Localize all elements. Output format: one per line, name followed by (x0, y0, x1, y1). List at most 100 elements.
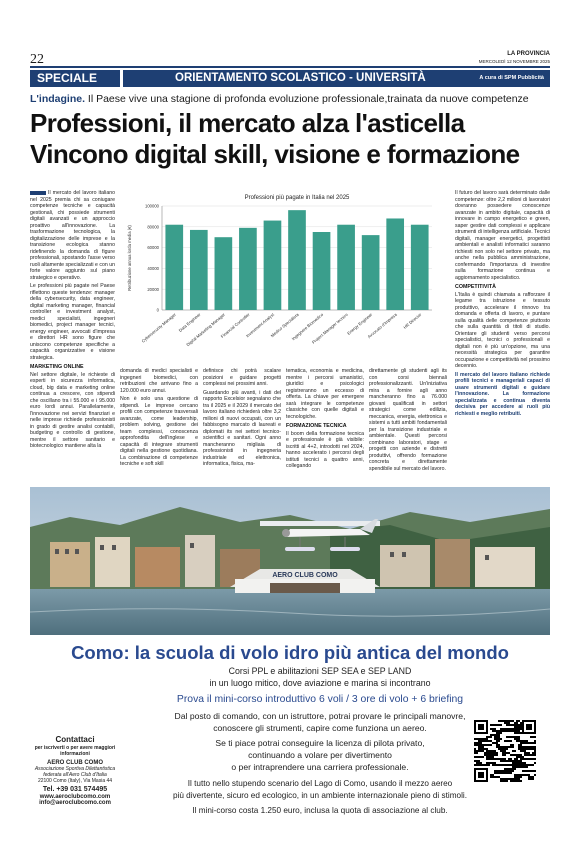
qr-module (500, 720, 502, 722)
qr-module (510, 768, 512, 770)
qr-module (514, 774, 516, 776)
qr-module (492, 762, 494, 764)
qr-module (524, 740, 526, 742)
qr-module (526, 774, 528, 776)
qr-module (508, 740, 510, 742)
qr-module (498, 734, 500, 736)
qr-module (486, 748, 488, 750)
qr-module (510, 772, 512, 774)
qr-module (520, 754, 522, 756)
qr-module (476, 752, 478, 754)
qr-module (526, 742, 528, 744)
qr-module (522, 758, 524, 760)
qr-module (496, 724, 498, 726)
qr-module (522, 756, 524, 758)
photo-illustration: AERO CLUB COMO (30, 487, 550, 635)
header-rule (30, 66, 550, 68)
qr-module (510, 770, 512, 772)
qr-module (510, 754, 512, 756)
qr-module (534, 752, 536, 754)
qr-module (504, 752, 506, 754)
qr-module (494, 762, 496, 764)
qr-module (486, 736, 488, 738)
qr-module (504, 770, 506, 772)
qr-module (494, 764, 496, 766)
qr-module (476, 750, 478, 752)
qr-module (510, 764, 512, 766)
qr-module (474, 760, 476, 762)
qr-module (520, 744, 522, 746)
qr-module (504, 728, 506, 730)
qr-module (496, 758, 498, 760)
qr-module (530, 742, 532, 744)
club-phone[interactable]: Tel. +39 031 574495 (42, 785, 108, 793)
qr-code-icon[interactable] (474, 720, 536, 782)
chart-svg: Professioni più pagate in Italia nel 202… (127, 195, 432, 347)
qr-module (516, 774, 518, 776)
qr-module (516, 732, 518, 734)
qr-module (504, 722, 506, 724)
qr-module (490, 744, 492, 746)
qr-module (510, 724, 512, 726)
qr-module (506, 748, 508, 750)
qr-module (520, 766, 522, 768)
kicker-text: Il Paese vive una stagione di profonda e… (87, 93, 529, 105)
qr-module (486, 752, 488, 754)
seaplane-icon (260, 519, 380, 551)
qr-module (524, 742, 526, 744)
qr-module (512, 768, 514, 770)
qr-module (510, 740, 512, 742)
qr-module (518, 744, 520, 746)
qr-module (518, 736, 520, 738)
article-column-3: definisce chi potrà scalare posizioni e … (203, 368, 281, 470)
qr-module (512, 744, 514, 746)
qr-module (484, 754, 486, 756)
qr-module (522, 740, 524, 742)
qr-module (474, 742, 476, 744)
qr-module (502, 760, 504, 762)
qr-module (508, 728, 510, 730)
qr-module (488, 740, 490, 742)
qr-module (528, 758, 530, 760)
qr-module (500, 770, 502, 772)
x-tick-label: Data Engineer (178, 312, 202, 333)
qr-module (532, 752, 534, 754)
qr-module (502, 772, 504, 774)
qr-module (478, 750, 480, 752)
chart-bar (189, 229, 208, 310)
qr-module (514, 738, 516, 740)
topic-label: ORIENTAMENTO SCOLASTICO - UNIVERSITÀ (175, 72, 426, 84)
qr-module (514, 728, 516, 730)
qr-module (512, 720, 514, 722)
club-email[interactable]: info@aeroclubcomo.com (39, 800, 111, 807)
qr-module (518, 776, 520, 778)
qr-module (500, 750, 502, 752)
qr-module (478, 762, 480, 764)
qr-module (516, 778, 518, 780)
qr-module (518, 746, 520, 748)
qr-module (492, 774, 494, 776)
qr-module (494, 750, 496, 752)
qr-module (494, 738, 496, 740)
chart-bar (239, 227, 257, 310)
y-tick-label: 60000 (147, 245, 159, 250)
qr-module (502, 780, 504, 782)
chart-bar (214, 237, 233, 310)
qr-module (510, 780, 512, 782)
qr-module (488, 762, 490, 764)
qr-module (510, 720, 512, 722)
qr-module (532, 776, 534, 778)
qr-module (498, 748, 500, 750)
col6-subheading: COMPETITIVITÀ (455, 284, 496, 290)
qr-module (526, 754, 528, 756)
qr-module (516, 736, 518, 738)
qr-module (518, 760, 520, 762)
qr-module (514, 724, 516, 726)
qr-module (520, 760, 522, 762)
qr-module (516, 738, 518, 740)
qr-module (478, 764, 480, 766)
qr-module (494, 754, 496, 756)
club-website[interactable]: www.aeroclubcomo.com (39, 793, 111, 800)
qr-module (534, 748, 536, 750)
qr-module (498, 738, 500, 740)
